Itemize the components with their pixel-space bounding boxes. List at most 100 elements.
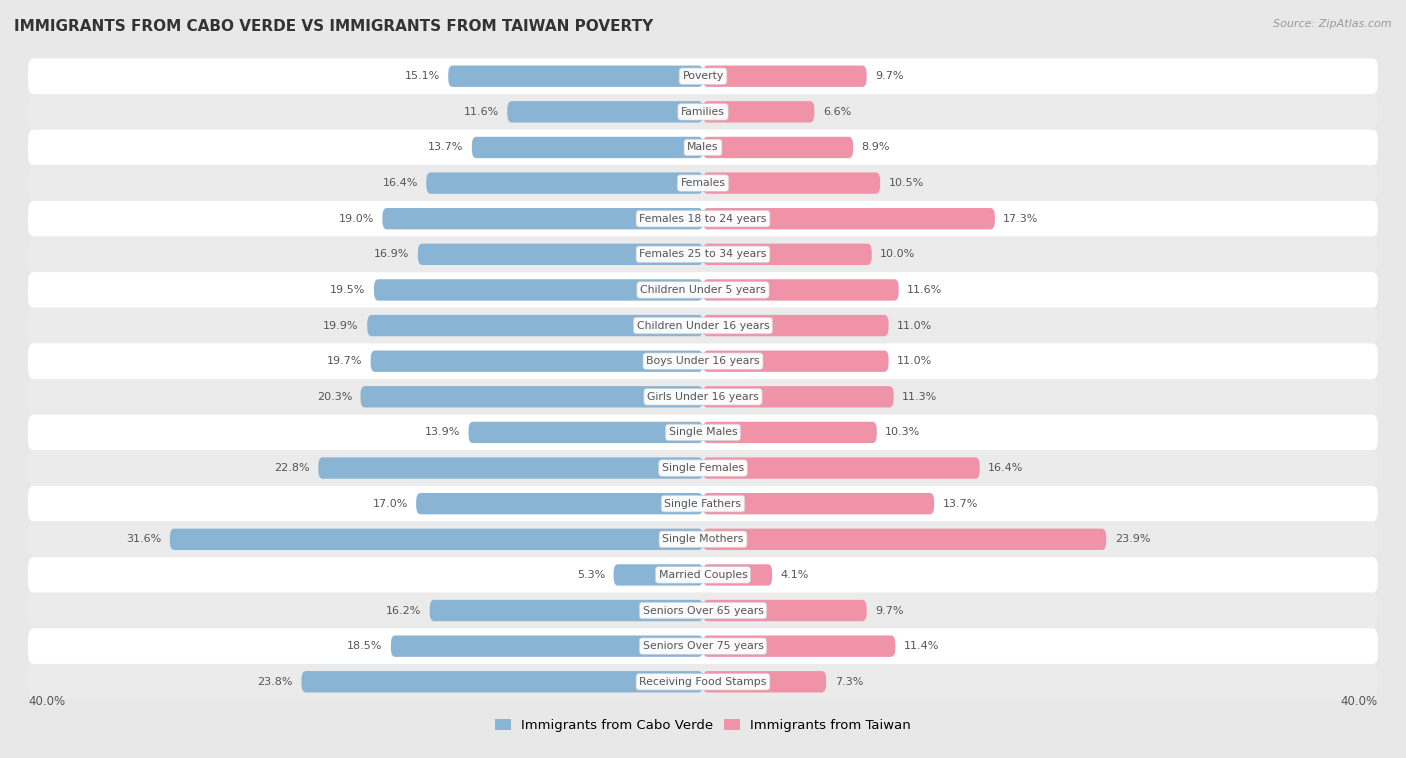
FancyBboxPatch shape: [703, 564, 772, 586]
FancyBboxPatch shape: [703, 101, 814, 123]
Text: Females 18 to 24 years: Females 18 to 24 years: [640, 214, 766, 224]
Text: 7.3%: 7.3%: [835, 677, 863, 687]
Text: 16.4%: 16.4%: [382, 178, 418, 188]
FancyBboxPatch shape: [28, 628, 1378, 664]
Text: Seniors Over 75 years: Seniors Over 75 years: [643, 641, 763, 651]
Text: 16.2%: 16.2%: [385, 606, 422, 615]
FancyBboxPatch shape: [703, 671, 827, 693]
Text: Single Females: Single Females: [662, 463, 744, 473]
Text: 15.1%: 15.1%: [405, 71, 440, 81]
FancyBboxPatch shape: [430, 600, 703, 622]
Text: 19.0%: 19.0%: [339, 214, 374, 224]
FancyBboxPatch shape: [703, 600, 866, 622]
Text: 5.3%: 5.3%: [576, 570, 605, 580]
Text: 8.9%: 8.9%: [862, 143, 890, 152]
Text: 17.3%: 17.3%: [1004, 214, 1039, 224]
Text: Boys Under 16 years: Boys Under 16 years: [647, 356, 759, 366]
FancyBboxPatch shape: [360, 386, 703, 408]
FancyBboxPatch shape: [472, 136, 703, 158]
Text: 20.3%: 20.3%: [316, 392, 352, 402]
Text: 19.7%: 19.7%: [326, 356, 363, 366]
Text: 13.7%: 13.7%: [942, 499, 979, 509]
Text: 11.6%: 11.6%: [464, 107, 499, 117]
FancyBboxPatch shape: [418, 243, 703, 265]
Text: Single Males: Single Males: [669, 428, 737, 437]
FancyBboxPatch shape: [28, 522, 1378, 557]
Text: 19.9%: 19.9%: [323, 321, 359, 330]
FancyBboxPatch shape: [382, 208, 703, 230]
Text: Seniors Over 65 years: Seniors Over 65 years: [643, 606, 763, 615]
FancyBboxPatch shape: [28, 130, 1378, 165]
Text: Single Mothers: Single Mothers: [662, 534, 744, 544]
Text: Married Couples: Married Couples: [658, 570, 748, 580]
Text: 31.6%: 31.6%: [127, 534, 162, 544]
FancyBboxPatch shape: [703, 635, 896, 657]
FancyBboxPatch shape: [28, 557, 1378, 593]
Text: Poverty: Poverty: [682, 71, 724, 81]
FancyBboxPatch shape: [28, 201, 1378, 236]
Text: Females 25 to 34 years: Females 25 to 34 years: [640, 249, 766, 259]
FancyBboxPatch shape: [703, 350, 889, 372]
Text: 10.0%: 10.0%: [880, 249, 915, 259]
Text: Females: Females: [681, 178, 725, 188]
FancyBboxPatch shape: [703, 315, 889, 337]
Text: 9.7%: 9.7%: [875, 606, 904, 615]
FancyBboxPatch shape: [28, 58, 1378, 94]
Text: 40.0%: 40.0%: [28, 695, 65, 708]
Text: 40.0%: 40.0%: [1341, 695, 1378, 708]
FancyBboxPatch shape: [28, 272, 1378, 308]
Text: 6.6%: 6.6%: [823, 107, 851, 117]
FancyBboxPatch shape: [703, 386, 894, 408]
FancyBboxPatch shape: [28, 486, 1378, 522]
Text: Children Under 5 years: Children Under 5 years: [640, 285, 766, 295]
FancyBboxPatch shape: [416, 493, 703, 515]
FancyBboxPatch shape: [28, 664, 1378, 700]
Text: Children Under 16 years: Children Under 16 years: [637, 321, 769, 330]
FancyBboxPatch shape: [28, 593, 1378, 628]
Text: Receiving Food Stamps: Receiving Food Stamps: [640, 677, 766, 687]
Text: 11.3%: 11.3%: [903, 392, 938, 402]
FancyBboxPatch shape: [426, 172, 703, 194]
Text: 22.8%: 22.8%: [274, 463, 309, 473]
Text: 11.0%: 11.0%: [897, 356, 932, 366]
Text: IMMIGRANTS FROM CABO VERDE VS IMMIGRANTS FROM TAIWAN POVERTY: IMMIGRANTS FROM CABO VERDE VS IMMIGRANTS…: [14, 19, 654, 34]
Text: 17.0%: 17.0%: [373, 499, 408, 509]
FancyBboxPatch shape: [28, 236, 1378, 272]
FancyBboxPatch shape: [367, 315, 703, 337]
FancyBboxPatch shape: [28, 379, 1378, 415]
Text: Families: Families: [681, 107, 725, 117]
Text: 23.9%: 23.9%: [1115, 534, 1150, 544]
FancyBboxPatch shape: [703, 65, 866, 87]
Text: 11.4%: 11.4%: [904, 641, 939, 651]
FancyBboxPatch shape: [468, 421, 703, 443]
FancyBboxPatch shape: [170, 528, 703, 550]
FancyBboxPatch shape: [703, 493, 934, 515]
FancyBboxPatch shape: [703, 528, 1107, 550]
Text: 11.6%: 11.6%: [907, 285, 942, 295]
FancyBboxPatch shape: [371, 350, 703, 372]
FancyBboxPatch shape: [301, 671, 703, 693]
FancyBboxPatch shape: [449, 65, 703, 87]
Text: Single Fathers: Single Fathers: [665, 499, 741, 509]
Text: 9.7%: 9.7%: [875, 71, 904, 81]
FancyBboxPatch shape: [28, 308, 1378, 343]
Legend: Immigrants from Cabo Verde, Immigrants from Taiwan: Immigrants from Cabo Verde, Immigrants f…: [489, 714, 917, 738]
Text: Males: Males: [688, 143, 718, 152]
Text: 16.9%: 16.9%: [374, 249, 409, 259]
FancyBboxPatch shape: [28, 343, 1378, 379]
FancyBboxPatch shape: [508, 101, 703, 123]
FancyBboxPatch shape: [28, 450, 1378, 486]
Text: Girls Under 16 years: Girls Under 16 years: [647, 392, 759, 402]
Text: 16.4%: 16.4%: [988, 463, 1024, 473]
FancyBboxPatch shape: [28, 94, 1378, 130]
Text: 11.0%: 11.0%: [897, 321, 932, 330]
FancyBboxPatch shape: [703, 243, 872, 265]
FancyBboxPatch shape: [703, 421, 877, 443]
Text: 13.7%: 13.7%: [427, 143, 464, 152]
FancyBboxPatch shape: [703, 208, 995, 230]
Text: 10.3%: 10.3%: [886, 428, 921, 437]
Text: 23.8%: 23.8%: [257, 677, 292, 687]
FancyBboxPatch shape: [28, 415, 1378, 450]
FancyBboxPatch shape: [391, 635, 703, 657]
Text: Source: ZipAtlas.com: Source: ZipAtlas.com: [1274, 19, 1392, 29]
